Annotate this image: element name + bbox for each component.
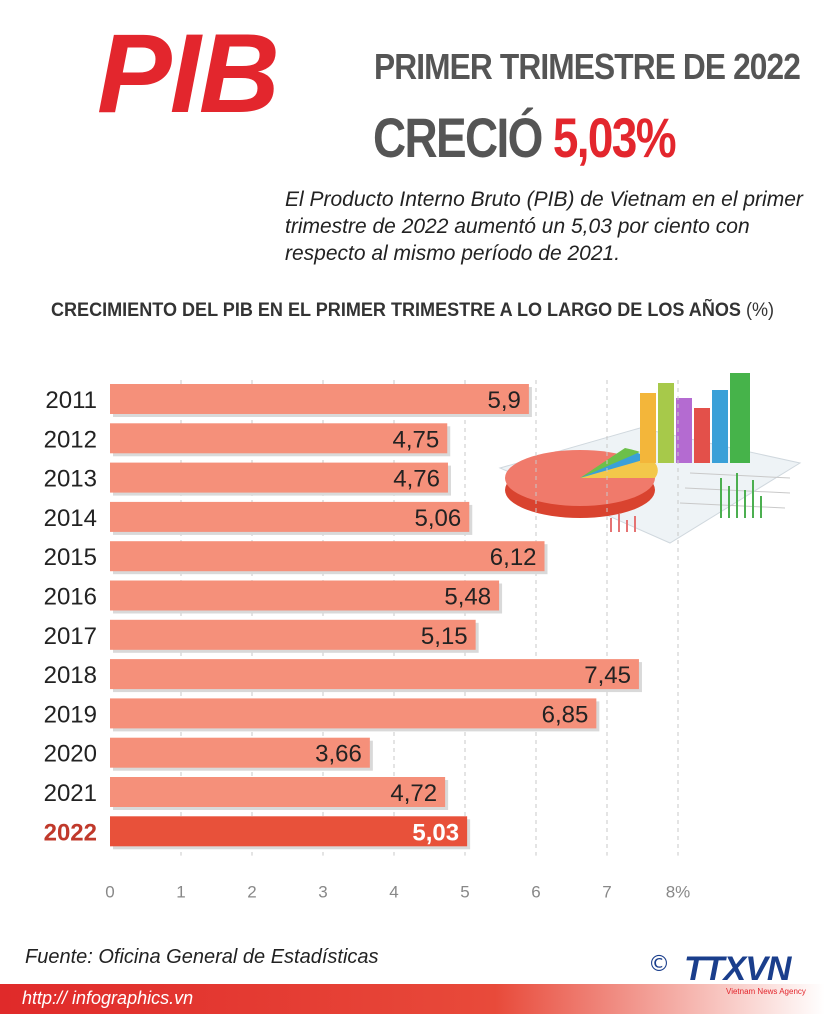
subtitle: PRIMER TRIMESTRE DE 2022 bbox=[374, 46, 801, 87]
growth-headline: CRECIÓ 5,03% bbox=[373, 110, 677, 166]
site-url[interactable]: http:// infographics.vn bbox=[22, 988, 194, 1008]
category-label: 2018 bbox=[44, 662, 97, 689]
growth-label: CRECIÓ bbox=[373, 106, 543, 169]
value-label: 4,75 bbox=[393, 426, 440, 453]
value-label: 4,76 bbox=[393, 466, 440, 493]
chart-title: CRECIMIENTO DEL PIB EN EL PRIMER TRIMEST… bbox=[21, 300, 805, 322]
category-label: 2013 bbox=[44, 466, 97, 493]
value-label: 5,06 bbox=[415, 505, 462, 532]
category-label: 2012 bbox=[44, 426, 97, 453]
x-tick-label: 3 bbox=[318, 883, 327, 902]
bar bbox=[110, 737, 370, 768]
bar bbox=[110, 777, 446, 807]
bar bbox=[110, 384, 529, 414]
x-tick-label: 8% bbox=[666, 883, 691, 902]
x-tick-label: 2 bbox=[247, 883, 256, 902]
category-label: 2021 bbox=[44, 780, 97, 807]
copyright-symbol: © bbox=[648, 952, 670, 977]
category-label: 2015 bbox=[44, 544, 97, 571]
gdp-bar-chart: 0 1 2 3 4 5 6 7 8% 2011 5,9 2012 4,75 2013 4,76 2014 5,0… bbox=[44, 380, 691, 902]
x-tick-label: 5 bbox=[460, 883, 469, 902]
bar bbox=[110, 659, 639, 690]
value-label: 5,9 bbox=[488, 387, 521, 414]
category-label: 2016 bbox=[44, 584, 97, 611]
bar bbox=[110, 580, 500, 611]
chart-unit: (%) bbox=[745, 300, 775, 321]
value-label: 3,66 bbox=[315, 741, 362, 768]
value-label: 5,48 bbox=[444, 584, 491, 611]
value-label: 6,85 bbox=[542, 701, 589, 728]
x-tick-label: 0 bbox=[105, 883, 114, 902]
chart-title-text: CRECIMIENTO DEL PIB EN EL PRIMER TRIMEST… bbox=[50, 300, 741, 321]
bar bbox=[110, 541, 545, 572]
value-label: 5,03 bbox=[412, 819, 459, 846]
category-label: 2020 bbox=[44, 741, 97, 768]
category-label: 2014 bbox=[44, 505, 97, 532]
source-note: Fuente: Oficina General de Estadísticas bbox=[25, 946, 379, 968]
x-tick-label: 7 bbox=[602, 883, 611, 902]
description: El Producto Interno Bruto (PIB) de Vietn… bbox=[285, 188, 803, 265]
growth-value: 5,03% bbox=[552, 106, 677, 169]
chart-illustration bbox=[498, 373, 802, 544]
bar bbox=[110, 462, 448, 493]
value-label: 5,15 bbox=[421, 623, 468, 650]
bar bbox=[110, 619, 476, 650]
bar bbox=[110, 816, 468, 847]
bar bbox=[110, 423, 448, 454]
category-label: 2011 bbox=[45, 387, 97, 414]
category-label: 2017 bbox=[44, 623, 97, 650]
category-label: 2019 bbox=[44, 701, 97, 728]
value-label: 7,45 bbox=[584, 662, 631, 689]
value-label: 6,12 bbox=[490, 544, 537, 571]
x-tick-label: 4 bbox=[389, 883, 398, 902]
bar bbox=[110, 501, 470, 532]
category-label: 2022 bbox=[44, 819, 97, 846]
x-tick-label: 1 bbox=[176, 883, 185, 902]
pib-logo: PIB bbox=[97, 11, 280, 136]
bar bbox=[110, 698, 597, 729]
agency-wordmark: TTXVN bbox=[684, 950, 791, 988]
value-label: 4,72 bbox=[390, 780, 437, 807]
agency-tagline: Vietnam News Agency bbox=[726, 987, 806, 996]
x-tick-label: 6 bbox=[531, 883, 540, 902]
footer-band bbox=[0, 984, 825, 1014]
